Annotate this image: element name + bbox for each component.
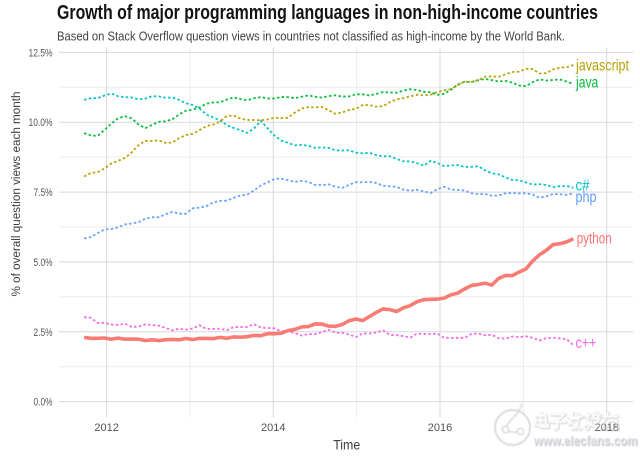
svg-text:Time: Time [333,436,360,452]
svg-text:Growth of major programming la: Growth of major programming languages in… [57,2,598,24]
svg-text:c#: c# [576,177,590,194]
svg-text:% of overall question views ea: % of overall question views each month [11,92,23,297]
svg-text:2016: 2016 [428,422,452,434]
svg-text:12.5%: 12.5% [29,47,53,59]
svg-text:c++: c++ [576,335,597,352]
svg-text:0.0%: 0.0% [34,397,53,409]
svg-text:python: python [577,230,612,247]
svg-text:7.5%: 7.5% [34,187,53,199]
svg-text:2018: 2018 [594,422,618,434]
svg-text:www.elecfans.com: www.elecfans.com [533,435,638,449]
svg-text:www.elecfans.com: www.elecfans.com [533,434,638,448]
svg-text:2.5%: 2.5% [34,327,53,339]
svg-text:2014: 2014 [261,422,285,434]
svg-text:10.0%: 10.0% [29,117,53,129]
svg-text:www.elecfans.com: www.elecfans.com [532,434,637,448]
svg-text:php: php [576,189,597,206]
svg-text:2012: 2012 [94,422,118,434]
svg-text:5.0%: 5.0% [34,257,53,269]
svg-text:javascript: javascript [575,58,629,75]
svg-text:Based on Stack Overflow questi: Based on Stack Overflow question views i… [57,29,565,44]
svg-text:java: java [575,74,598,91]
